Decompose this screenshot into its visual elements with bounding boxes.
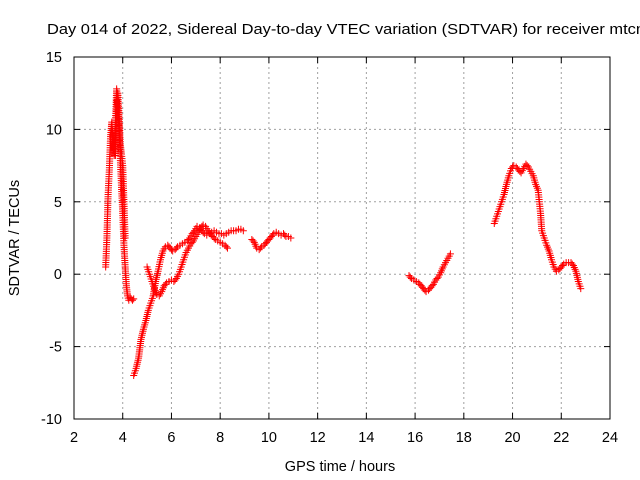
data-point bbox=[210, 234, 218, 242]
x-tick-label: 14 bbox=[358, 430, 374, 446]
x-tick-label: 2 bbox=[70, 430, 78, 446]
data-point bbox=[281, 231, 289, 239]
data-point bbox=[269, 231, 277, 239]
plot-frame bbox=[73, 56, 611, 420]
data-point bbox=[533, 184, 541, 192]
x-tick-label: 18 bbox=[456, 430, 472, 446]
data-point bbox=[523, 162, 531, 170]
y-tick-label: 5 bbox=[54, 195, 62, 211]
data-point bbox=[287, 234, 295, 242]
plot-border bbox=[73, 56, 611, 420]
data-point bbox=[239, 227, 247, 235]
data-point bbox=[558, 262, 566, 270]
y-tick-label: 0 bbox=[54, 267, 62, 283]
data-point bbox=[130, 295, 138, 303]
data-point bbox=[533, 182, 541, 190]
data-point bbox=[185, 235, 193, 243]
y-tick-label: 15 bbox=[46, 50, 62, 66]
x-tick-label: 16 bbox=[407, 430, 423, 446]
y-tick-label: -5 bbox=[49, 340, 62, 356]
data-point bbox=[171, 276, 179, 284]
data-point bbox=[188, 238, 196, 246]
data-point bbox=[161, 280, 169, 288]
x-axis-ticks: 2 4 6 8 10 12 14 16 18 20 22 24 bbox=[70, 57, 618, 446]
data-point bbox=[128, 296, 136, 304]
x-tick-label: 24 bbox=[602, 430, 618, 446]
data-point bbox=[406, 273, 414, 281]
grid bbox=[74, 57, 610, 419]
chart-title: Day 014 of 2022, Sidereal Day-to-day VTE… bbox=[47, 22, 640, 38]
data-point bbox=[222, 243, 230, 251]
x-tick-label: 20 bbox=[504, 430, 520, 446]
data-point bbox=[256, 244, 264, 252]
y-tick-label: -10 bbox=[41, 412, 62, 428]
data-point bbox=[544, 245, 552, 253]
data-point bbox=[121, 234, 129, 242]
y-axis-ticks: -10 -5 0 5 10 15 bbox=[41, 50, 610, 428]
data-points bbox=[102, 85, 585, 380]
y-tick-label: 10 bbox=[46, 122, 62, 138]
x-tick-label: 12 bbox=[310, 430, 326, 446]
x-tick-label: 10 bbox=[261, 430, 277, 446]
x-tick-label: 22 bbox=[553, 430, 569, 446]
data-point bbox=[577, 285, 585, 293]
data-point bbox=[433, 275, 441, 283]
y-axis-label: SDTVAR / TECUs bbox=[7, 180, 23, 296]
x-tick-label: 8 bbox=[216, 430, 224, 446]
x-axis-label: GPS time / hours bbox=[285, 459, 395, 475]
x-tick-label: 4 bbox=[119, 430, 127, 446]
data-point bbox=[543, 243, 551, 251]
data-point bbox=[172, 244, 180, 252]
x-tick-label: 6 bbox=[167, 430, 175, 446]
data-point bbox=[428, 282, 436, 290]
data-point bbox=[223, 244, 231, 252]
data-point bbox=[446, 250, 454, 258]
